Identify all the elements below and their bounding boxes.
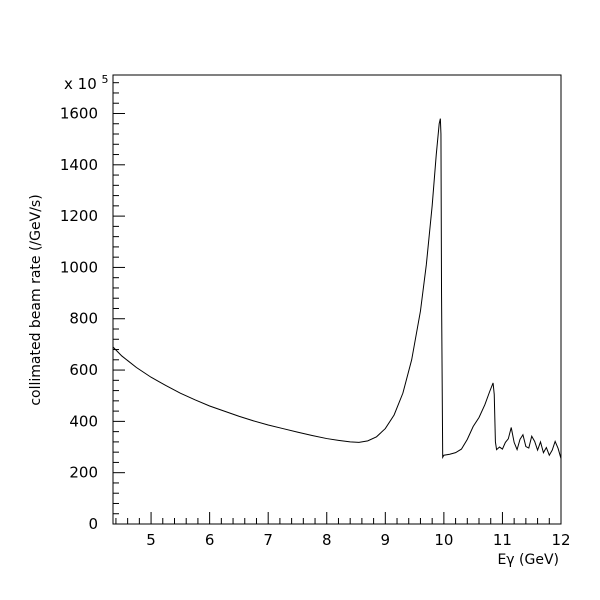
x-tick-label: 7 xyxy=(263,531,273,549)
x-tick-label: 12 xyxy=(551,531,570,549)
x-tick-label: 8 xyxy=(322,531,332,549)
series-line xyxy=(112,118,562,460)
y-tick-label: 1000 xyxy=(60,258,98,276)
y-tick-label: 1200 xyxy=(60,207,98,225)
y-tick-label: 1600 xyxy=(60,104,98,122)
plot-frame xyxy=(112,74,562,525)
axis-tick-labels: 5 6 7 8 9 10 11 12 0 200 400 600 800 1000 1200 1400 1600 xyxy=(60,104,571,549)
y-tick-label: 1400 xyxy=(60,156,98,174)
axis-ticks xyxy=(113,82,562,525)
y-axis-title: collimated beam rate (/GeV/s) xyxy=(28,194,44,405)
y-multiplier-base: x 10 xyxy=(64,75,97,93)
y-tick-label: 400 xyxy=(69,412,98,430)
y-tick-label: 800 xyxy=(69,310,98,328)
x-tick-label: 9 xyxy=(381,531,391,549)
y-multiplier: x 10 5 xyxy=(64,73,109,93)
x-tick-label: 5 xyxy=(146,531,156,549)
x-tick-label: 11 xyxy=(493,531,512,549)
x-tick-label: 6 xyxy=(205,531,215,549)
y-tick-label: 600 xyxy=(69,361,98,379)
x-tick-label: 10 xyxy=(434,531,453,549)
x-axis-title: Eγ (GeV) xyxy=(497,552,559,568)
y-multiplier-exponent: 5 xyxy=(102,73,109,86)
y-tick-label: 0 xyxy=(88,515,98,533)
y-tick-label: 200 xyxy=(69,464,98,482)
